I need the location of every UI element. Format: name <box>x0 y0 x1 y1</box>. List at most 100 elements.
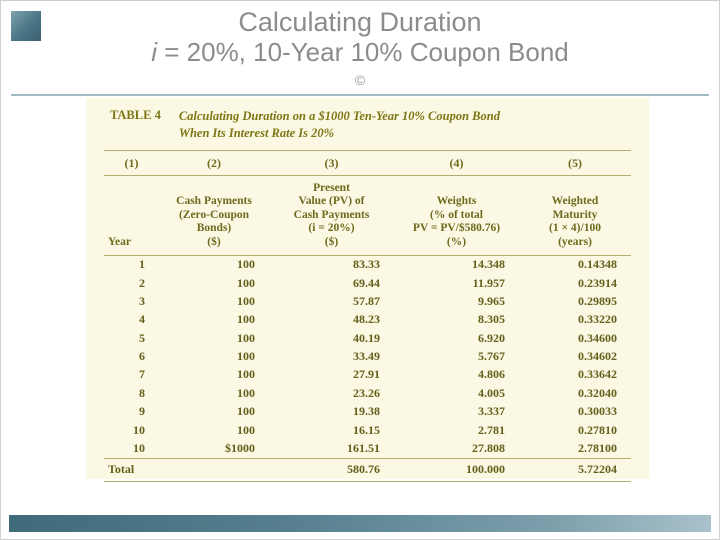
table-cell: 100 <box>237 257 255 272</box>
table-label: TABLE 4 <box>110 108 161 122</box>
slide-title: Calculating Duration <box>238 7 482 37</box>
copyright-mark: © <box>354 72 366 88</box>
table-cell: 3 <box>139 293 145 308</box>
header-row: Year Cash Payments (Zero-Coupon Bonds) ($) Pr… <box>104 175 631 256</box>
table-cell: 6 <box>139 349 145 364</box>
table-cell: 0.14348 <box>578 257 617 272</box>
table-cell: 100 <box>237 312 255 327</box>
table-cell: 0.30033 <box>578 404 617 419</box>
table-cell: 0.23914 <box>578 275 617 290</box>
table-cell: 0.34600 <box>578 330 617 345</box>
table-cell: 5.72204 <box>519 457 631 482</box>
table-row: 10 $1000 161.51 27.808 2.78100 <box>104 439 631 458</box>
table-cell: 27.808 <box>472 440 505 455</box>
table-cell: 11.957 <box>472 275 505 290</box>
table-cell: 10 <box>133 440 145 455</box>
table-cell: 100 <box>237 385 255 400</box>
table-cell: 27.91 <box>353 367 380 382</box>
column-number: (4) <box>394 150 519 176</box>
table-cell: 5 <box>139 330 145 345</box>
column-header: Present Value (PV) of Cash Payments (i = 20… <box>269 175 394 256</box>
title-divider-line <box>11 94 709 96</box>
table-cell: Total <box>104 457 159 482</box>
table-caption-line2: When Its Interest Rate Is 20% <box>178 125 335 140</box>
table-cell: 9.965 <box>478 293 505 308</box>
table-row: 9 100 19.38 3.337 0.30033 <box>104 403 631 421</box>
table-row: 7 100 27.91 4.806 0.33642 <box>104 366 631 384</box>
table-cell: $1000 <box>225 440 255 455</box>
table-cell: 0.33220 <box>578 312 617 327</box>
column-number: (2) <box>159 150 269 176</box>
table-caption-line1: Calculating Duration on a $1000 Ten-Year… <box>178 109 500 123</box>
table-cell: 100 <box>237 349 255 364</box>
duration-table: (1) (2) (3) (4) (5) Year Cash Payments (Zero-C… <box>104 150 631 482</box>
column-header: Weights (% of total PV = PV/$580.76) (%) <box>394 175 519 256</box>
table-cell: 100 <box>237 293 255 308</box>
table-cell: 100 <box>237 330 255 345</box>
table-cell: 2.78100 <box>578 440 617 455</box>
table-cell: 16.15 <box>353 422 380 437</box>
table-cell: 10 <box>133 422 145 437</box>
table-row: 3 100 57.87 9.965 0.29895 <box>104 292 631 310</box>
table-cell: 2.781 <box>478 422 505 437</box>
table-cell: 57.87 <box>353 293 380 308</box>
table-cell: 100 <box>237 275 255 290</box>
column-header: Year <box>104 175 159 256</box>
table-cell: 100 <box>237 367 255 382</box>
table-cell: 4.005 <box>478 385 505 400</box>
table-row: 5 100 40.19 6.920 0.34600 <box>104 329 631 347</box>
table-body: 1 100 83.33 14.348 0.14348 2 100 69.44 11.957 0.2… <box>104 255 631 482</box>
table-cell: 23.26 <box>353 385 380 400</box>
column-numbers-row: (1) (2) (3) (4) (5) <box>104 150 631 176</box>
corner-decoration <box>11 11 41 41</box>
table-cell: 33.49 <box>353 349 380 364</box>
column-number: (5) <box>519 150 631 176</box>
table-cell: 5.767 <box>478 349 505 364</box>
table-cell: 7 <box>139 367 145 382</box>
table-cell: 40.19 <box>353 330 380 345</box>
table-row: 2 100 69.44 11.957 0.23914 <box>104 274 631 292</box>
table-cell: 100 <box>237 404 255 419</box>
slide-subtitle: i = 20%, 10-Year 10% Coupon Bond <box>1 37 719 68</box>
table-cell: 8.305 <box>478 312 505 327</box>
table-row: 10 100 16.15 2.781 0.27810 <box>104 421 631 439</box>
table-cell: 0.27810 <box>578 422 617 437</box>
table-cell: 69.44 <box>353 275 380 290</box>
table-row: 8 100 23.26 4.005 0.32040 <box>104 384 631 402</box>
table-cell: 100 <box>237 422 255 437</box>
table-cell: 48.23 <box>353 312 380 327</box>
table-row: 6 100 33.49 5.767 0.34602 <box>104 347 631 365</box>
table-cell: 2 <box>139 275 145 290</box>
table-cell: 8 <box>139 385 145 400</box>
subtitle-variable-i: i <box>151 37 158 68</box>
table-caption: Calculating Duration on a $1000 Ten-Year… <box>179 108 500 142</box>
column-header: Cash Payments (Zero-Coupon Bonds) ($) <box>159 175 269 256</box>
table-cell: 19.38 <box>353 404 380 419</box>
table-row: 4 100 48.23 8.305 0.33220 <box>104 311 631 329</box>
table-cell: 0.29895 <box>578 293 617 308</box>
table-total-row: Total 580.76 100.000 5.72204 <box>104 457 631 482</box>
bottom-bar-decoration <box>9 515 711 532</box>
table-cell: 580.76 <box>269 457 394 482</box>
table-cell: 14.348 <box>472 257 505 272</box>
table-head-block: TABLE 4 Calculating Duration on a $1000 … <box>104 108 631 151</box>
table-cell: 9 <box>139 404 145 419</box>
table-cell: 161.51 <box>347 440 380 455</box>
table-cell: 0.34602 <box>578 349 617 364</box>
table-card: TABLE 4 Calculating Duration on a $1000 … <box>86 98 649 482</box>
subtitle-text: = 20%, 10-Year 10% Coupon Bond <box>157 37 569 68</box>
table-row: 1 100 83.33 14.348 0.14348 <box>104 255 631 274</box>
title-block: Calculating Duration i = 20%, 10-Year 10… <box>1 7 719 68</box>
table-cell: 4.806 <box>478 367 505 382</box>
table-cell: 1 <box>139 257 145 272</box>
table-cell: 3.337 <box>478 404 505 419</box>
table-cell: 100.000 <box>394 457 519 482</box>
table-cell <box>159 457 269 482</box>
column-header: Weighted Maturity (1 × 4)/100 (years) <box>519 175 631 256</box>
table-cell: 83.33 <box>353 257 380 272</box>
table-cell: 0.32040 <box>578 385 617 400</box>
table-cell: 6.920 <box>478 330 505 345</box>
column-number: (1) <box>104 150 159 176</box>
column-number: (3) <box>269 150 394 176</box>
table-cell: 0.33642 <box>578 367 617 382</box>
